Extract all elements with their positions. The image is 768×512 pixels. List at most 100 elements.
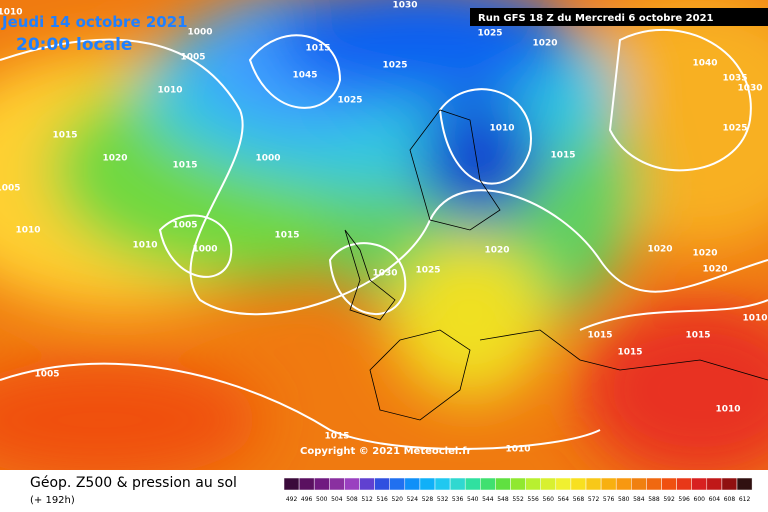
isobar-label: 1025	[722, 124, 747, 134]
isobar-label: 1020	[532, 39, 557, 49]
color-swatch	[495, 477, 511, 491]
color-swatch	[661, 477, 677, 491]
isobars	[0, 29, 768, 450]
isobar-label: 1030	[737, 84, 762, 94]
color-swatch	[676, 477, 692, 491]
color-swatch	[525, 477, 541, 491]
run-info: Run GFS 18 Z du Mercredi 6 octobre 2021	[478, 13, 714, 24]
run-banner	[470, 8, 768, 26]
scale-label: 576	[603, 496, 615, 503]
color-swatch	[404, 477, 421, 491]
scale-label: 564	[558, 496, 570, 503]
scale-label: 552	[512, 496, 524, 503]
isobar-label: 1010	[489, 124, 514, 134]
scale-label: 516	[376, 496, 388, 503]
color-swatch	[449, 477, 466, 491]
color-swatch	[600, 477, 617, 491]
isobar-label: 1020	[702, 265, 727, 275]
color-swatch	[329, 477, 345, 491]
scale-label: 528	[422, 496, 434, 503]
scale-label: 588	[648, 496, 660, 503]
scale-label: 596	[678, 496, 690, 503]
isobar-label: 1010	[15, 226, 40, 236]
scale-label: 592	[663, 496, 675, 503]
scale-label: 556	[527, 496, 539, 503]
isobar-label: 1010	[0, 8, 23, 18]
color-swatch	[344, 477, 360, 491]
color-swatch	[570, 477, 587, 491]
isobar-label: 1010	[505, 445, 530, 455]
color-swatch	[313, 477, 330, 491]
color-swatch	[374, 477, 390, 491]
scale-label: 540	[467, 496, 479, 503]
isobar-label: 1015	[172, 161, 197, 171]
color-swatch	[646, 477, 662, 491]
isobar-label: 1030	[372, 269, 397, 279]
isobar-label: 1000	[192, 245, 217, 255]
coastlines	[344, 109, 768, 421]
isobar-label: 1010	[715, 405, 740, 415]
copyright: Copyright © 2021 Meteociel.fr	[300, 446, 471, 457]
scale-label: 548	[497, 496, 509, 503]
footer-title: Géop. Z500 & pression au sol	[30, 475, 237, 491]
scale-label: 584	[633, 496, 645, 503]
isobar-label: 1015	[274, 231, 299, 241]
scale-label: 532	[437, 496, 449, 503]
scale-label: 608	[724, 496, 736, 503]
scale-label: 544	[482, 496, 494, 503]
isobar-label: 1015	[324, 432, 349, 442]
isobar-label: 1005	[0, 184, 21, 194]
isobar-label: 1010	[132, 241, 157, 251]
color-swatch	[359, 477, 375, 491]
isobar-label: 1020	[647, 245, 672, 255]
scale-label: 600	[694, 496, 706, 503]
isobar-label: 1030	[392, 1, 417, 11]
isobar-label: 1025	[477, 29, 502, 39]
color-swatch	[706, 477, 723, 491]
color-swatch	[283, 477, 300, 491]
color-swatch	[721, 477, 738, 491]
isobar-label: 1040	[692, 59, 717, 69]
isobar-label: 1000	[187, 28, 212, 38]
color-swatch	[540, 477, 557, 491]
field: 1010 1000 1005 1010 1015 1020 1015 1000 1005 1010…	[0, 0, 768, 470]
isobar-label: 1015	[305, 44, 330, 54]
color-swatch	[631, 477, 647, 491]
scale-label: 504	[331, 496, 343, 503]
color-swatch	[555, 477, 572, 491]
isobar-label: 1045	[292, 71, 317, 81]
isobar-label: 1025	[382, 61, 407, 71]
color-swatch	[615, 477, 632, 491]
isobar-label: 1010	[157, 86, 182, 96]
isobar-label: 1035	[722, 74, 747, 84]
isobar-label: 1015	[550, 151, 575, 161]
color-swatch	[434, 477, 451, 491]
scale-label: 604	[709, 496, 721, 503]
scale-label: 508	[346, 496, 358, 503]
color-swatch	[480, 477, 496, 491]
isobar-label: 1005	[180, 53, 205, 63]
isobar-label: 1020	[484, 246, 509, 256]
isobar-label: 1015	[685, 331, 710, 341]
color-swatch	[389, 477, 406, 491]
scale-label: 520	[392, 496, 404, 503]
color-swatch	[736, 477, 753, 491]
scale-label: 492	[286, 496, 298, 503]
scale-label: 568	[573, 496, 585, 503]
scale-label: 560	[543, 496, 555, 503]
scale-label: 536	[452, 496, 464, 503]
color-swatch	[419, 477, 436, 491]
valid-time: 20:00 locale	[16, 35, 132, 55]
scale-label: 500	[316, 496, 328, 503]
color-swatch	[510, 477, 526, 491]
isobar-label: 1005	[172, 221, 197, 231]
color-swatch	[464, 477, 481, 491]
isobar-label: 1015	[52, 131, 77, 141]
isobar-label: 1005	[34, 370, 59, 380]
color-swatch	[691, 477, 708, 491]
isobar-label: 1015	[587, 331, 612, 341]
scale-label: 612	[739, 496, 751, 503]
scale-label: 580	[618, 496, 630, 503]
scale-label: 572	[588, 496, 600, 503]
